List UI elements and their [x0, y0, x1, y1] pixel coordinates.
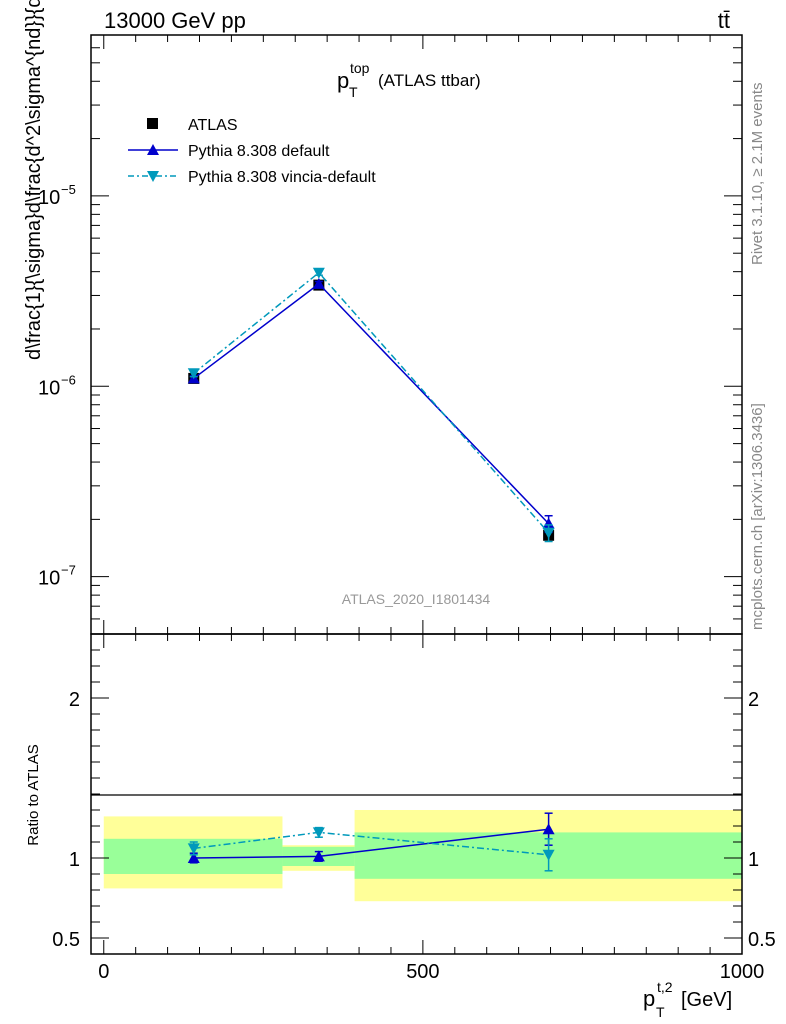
- main-y-axis-label: d\frac{1}{\sigma}d\frac{d^2\sigma^{nd}}{…: [23, 0, 45, 360]
- main-y-tick-exponent: −6: [61, 372, 76, 387]
- legend-vincia-marker: [147, 171, 159, 182]
- series-line-1: [193, 282, 550, 525]
- x-axis-label-sup: t,2: [657, 979, 673, 995]
- ratio-y-tick-label-right: 0.5: [748, 929, 776, 951]
- data-point: [542, 527, 555, 539]
- main-axis-ticks: [91, 35, 743, 635]
- ratio-y-tick-label-left: 2: [69, 689, 80, 711]
- x-axis-label-sub: T: [656, 1004, 665, 1020]
- process-label: tt̄: [718, 8, 730, 33]
- analysis-watermark: ATLAS_2020_I1801434: [342, 591, 491, 607]
- ratio-data-point: [312, 850, 325, 862]
- main-y-tick-labels: 10−710−610−5: [38, 182, 76, 590]
- ratio-y-axis-label: Ratio to ATLAS: [25, 744, 42, 845]
- plot-title-suffix: (ATLAS ttbar): [378, 71, 481, 90]
- ratio-y-tick-label-right: 1: [748, 849, 759, 871]
- ratio-y-tick-label-right: 2: [748, 689, 759, 711]
- legend-default-marker: [147, 144, 159, 155]
- ratio-y-tick-label-left: 1: [69, 849, 80, 871]
- data-point: [312, 277, 325, 289]
- x-tick-label: 500: [406, 961, 439, 983]
- legend-vincia-label: Pythia 8.308 vincia-default: [188, 169, 376, 186]
- plot-title-sub: T: [349, 84, 358, 100]
- x-tick-label: 0: [98, 961, 109, 983]
- data-point: [312, 267, 325, 279]
- ratio-data-point: [542, 849, 555, 861]
- legend: ATLAS Pythia 8.308 default Pythia 8.308 …: [128, 117, 376, 186]
- main-y-tick-exponent: −7: [61, 563, 76, 578]
- ratio-uncertainty-bands: [103, 810, 742, 902]
- main-series-layer: [187, 267, 555, 543]
- x-tick-label: 1000: [720, 961, 765, 983]
- mcplots-label: mcplots.cern.ch [arXiv:1306.3436]: [749, 403, 766, 630]
- ratio-data-point: [187, 843, 200, 855]
- ratio-axis-ticks: [91, 634, 743, 954]
- main-y-tick-label: 10: [38, 568, 60, 590]
- x-axis-label-unit: [GeV]: [681, 989, 732, 1011]
- legend-default-label: Pythia 8.308 default: [188, 143, 330, 160]
- main-y-tick-label: 10: [38, 187, 60, 209]
- ratio-series-layer: [187, 812, 555, 872]
- rivet-label: Rivet 3.1.10, ≥ 2.1M events: [749, 83, 766, 266]
- data-point: [187, 368, 200, 380]
- x-axis-label: p: [643, 986, 655, 1011]
- ratio-data-point: [187, 852, 200, 863]
- plot-title-sup: top: [350, 60, 370, 76]
- data-point: [542, 517, 555, 529]
- ratio-y-tick-label-left: 0.5: [52, 929, 80, 951]
- series-line-2: [193, 271, 550, 534]
- plot-title: p: [337, 68, 349, 93]
- ratio-tick-labels: 0.5 0.5 1 1 2 2 0 500 1000: [52, 689, 776, 983]
- ratio-data-point: [312, 827, 325, 839]
- energy-label: 13000 GeV pp: [104, 8, 246, 33]
- legend-atlas-marker: [147, 118, 158, 129]
- legend-atlas-label: ATLAS: [188, 117, 238, 134]
- main-plot-panel: 10−710−610−5 p top T (ATLAS ttbar) ATLAS…: [23, 0, 743, 635]
- ratio-data-point: [542, 823, 555, 835]
- ratio-plot-frame: [90, 633, 743, 955]
- main-y-tick-exponent: −5: [61, 182, 76, 197]
- main-y-tick-label: 10: [38, 377, 60, 399]
- ratio-plot-panel: 0.5 0.51 12 20 500 1000 Ratio to ATLAS p t,2 …: [25, 633, 776, 1020]
